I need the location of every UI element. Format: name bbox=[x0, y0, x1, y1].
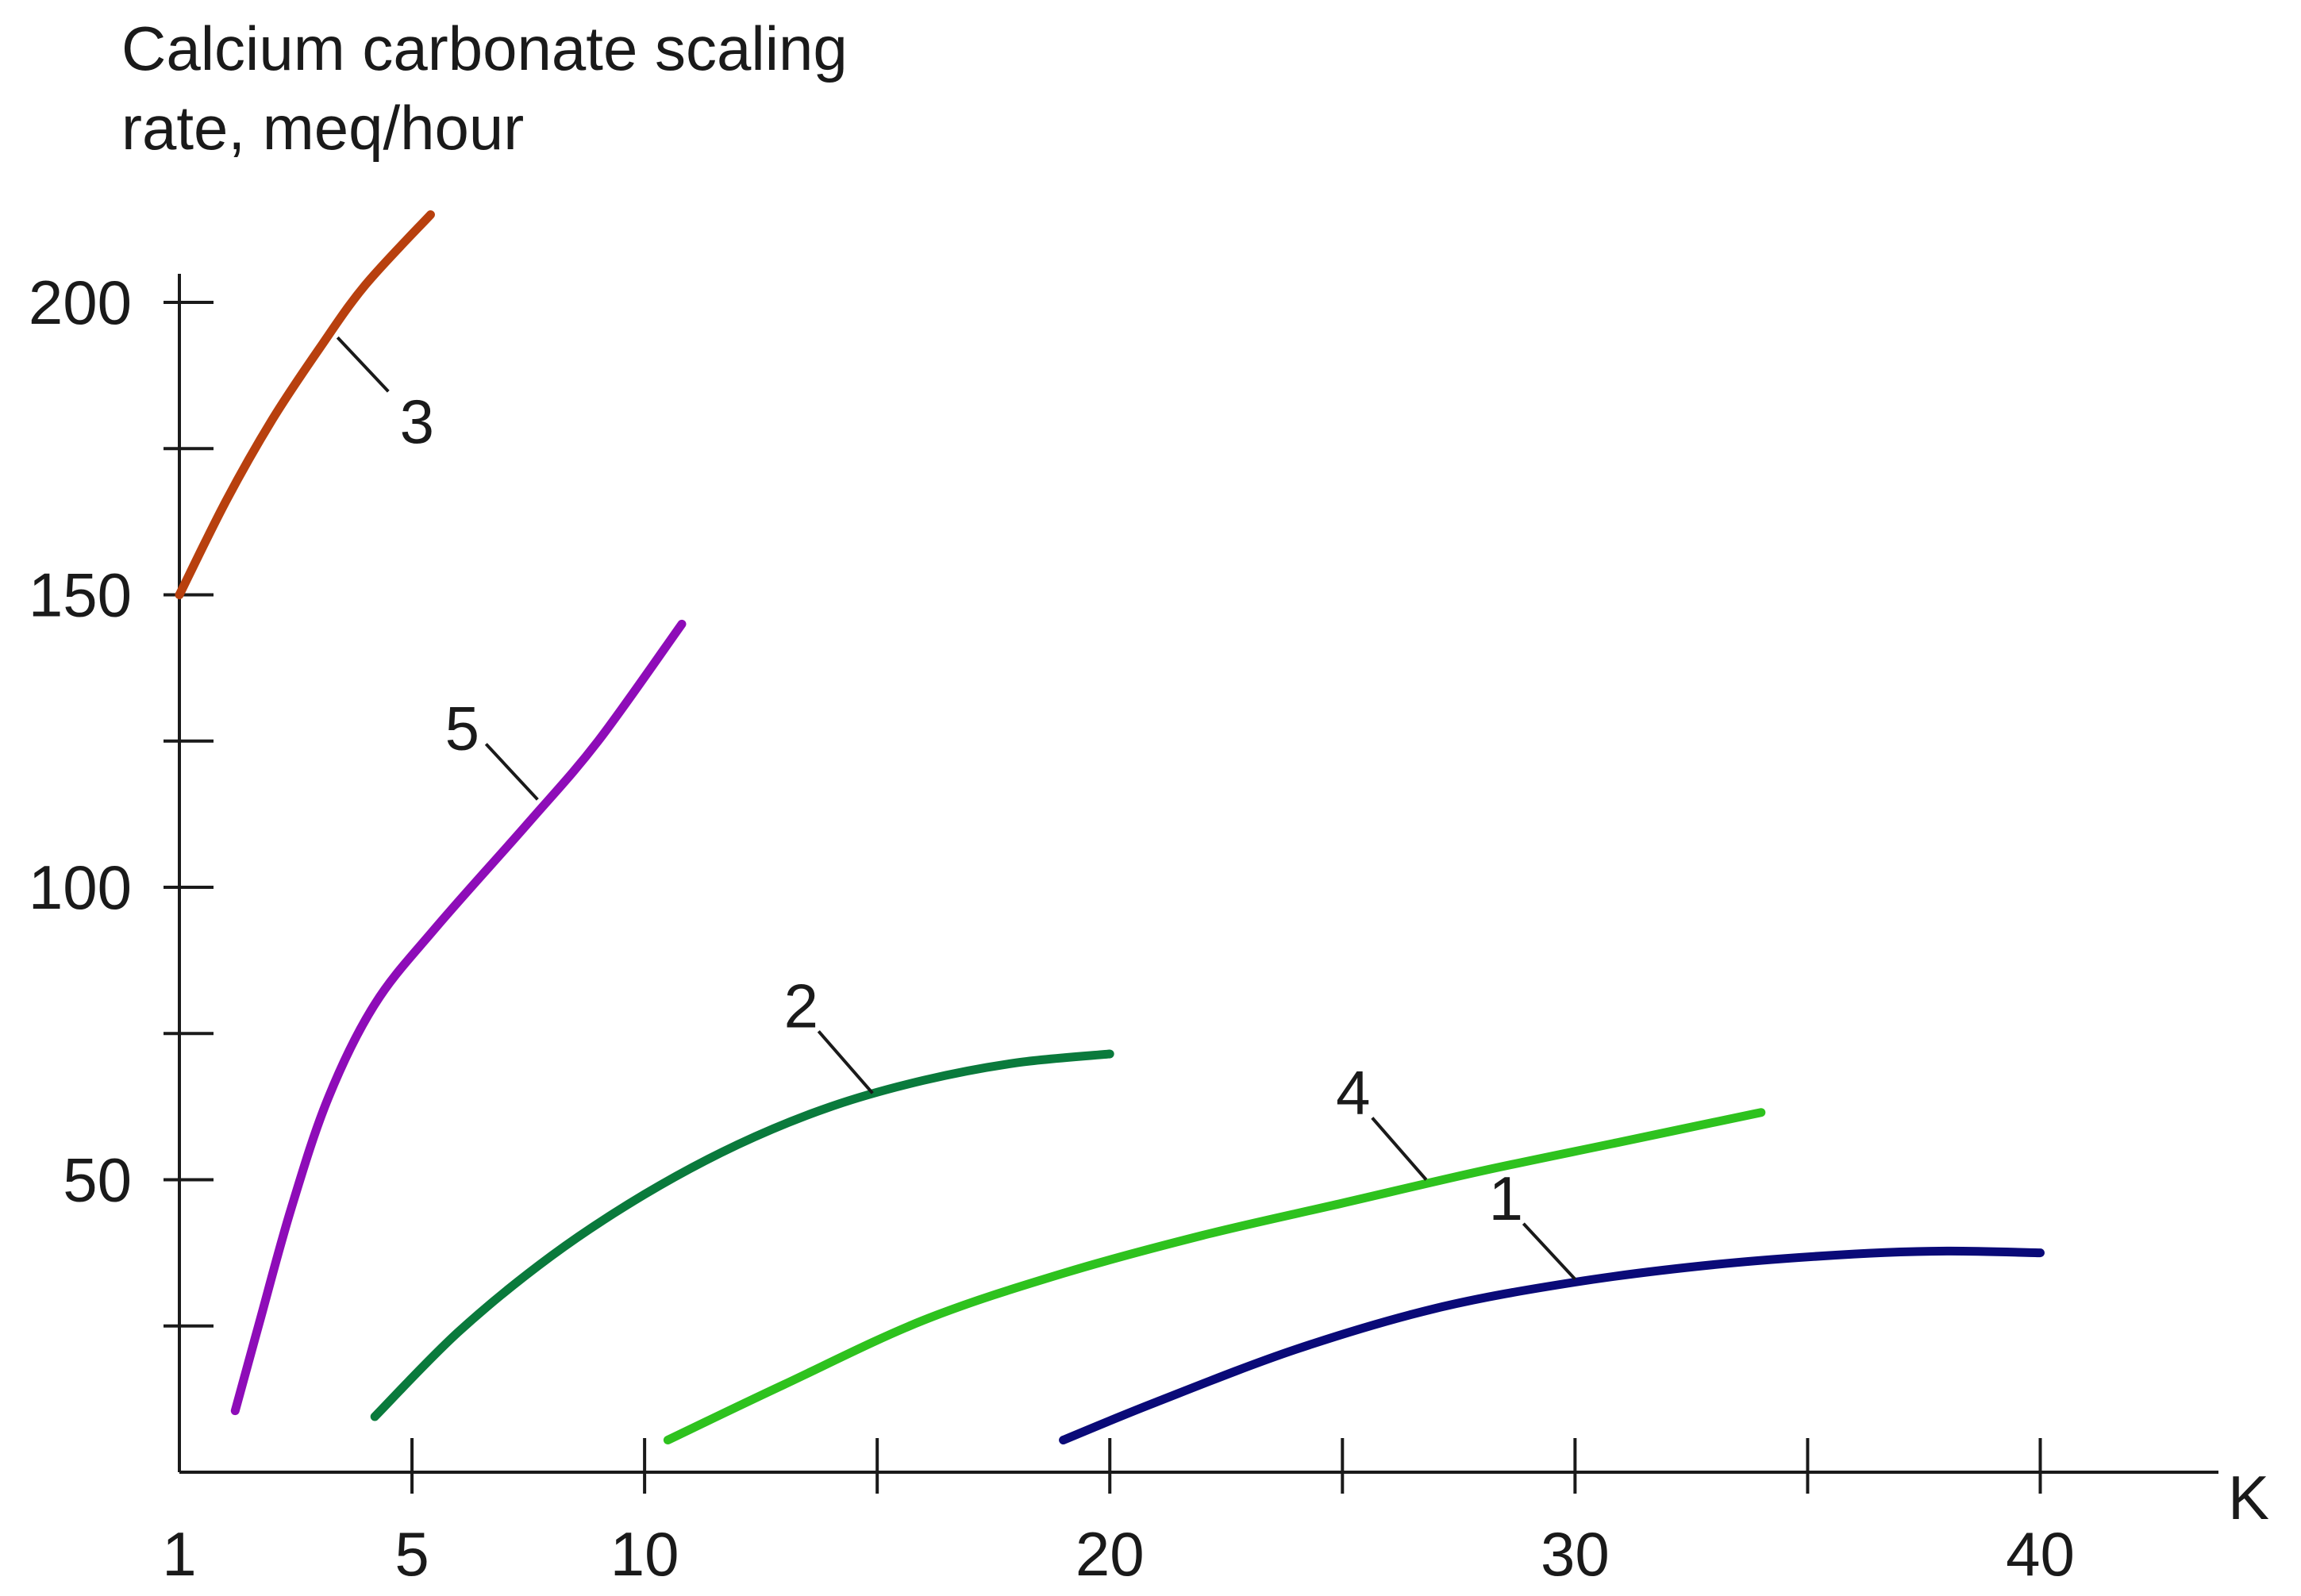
x-tick-label: 20 bbox=[1075, 1519, 1145, 1589]
x-tick-label: 5 bbox=[394, 1519, 429, 1589]
curve-label-2: 2 bbox=[784, 971, 818, 1040]
curve-label-3: 3 bbox=[400, 387, 434, 456]
x-tick-label: 40 bbox=[2006, 1519, 2075, 1589]
x-ticks: 1 5 10 20 30 40 bbox=[162, 1438, 2075, 1589]
leader-line-3 bbox=[336, 336, 390, 393]
curve-label-1: 1 bbox=[1489, 1163, 1523, 1233]
y-ticks: 50 100 150 200 bbox=[29, 267, 214, 1328]
series-group bbox=[175, 210, 2045, 1444]
x-tick-label: 10 bbox=[610, 1519, 679, 1589]
y-tick-label: 50 bbox=[63, 1145, 132, 1215]
y-tick-label: 200 bbox=[29, 267, 132, 337]
y-axis-title-line-1: Calcium carbonate scaling bbox=[121, 13, 848, 83]
x-axis-title: K bbox=[2228, 1463, 2269, 1533]
series-curve-3 bbox=[175, 210, 435, 599]
curve-label-4: 4 bbox=[1336, 1058, 1370, 1128]
leader-line-5 bbox=[484, 743, 539, 801]
x-tick-label: 1 bbox=[162, 1519, 196, 1589]
curve-label-5: 5 bbox=[445, 693, 479, 763]
series-curve-2 bbox=[370, 1049, 1114, 1421]
leader-line-2 bbox=[817, 1030, 874, 1094]
series-curve-4 bbox=[663, 1108, 1766, 1444]
leader-line-1 bbox=[1522, 1222, 1576, 1281]
series-curve-5 bbox=[230, 619, 687, 1416]
curve-labels: 1 2 3 4 5 bbox=[336, 336, 1576, 1281]
leader-line-4 bbox=[1371, 1117, 1428, 1181]
axes bbox=[178, 274, 2218, 1474]
x-tick-label: 30 bbox=[1541, 1519, 1610, 1589]
y-tick-label: 100 bbox=[29, 852, 132, 922]
y-axis-title-line-2: rate, meq/hour bbox=[121, 93, 524, 163]
y-tick-label: 150 bbox=[29, 560, 132, 630]
series-curve-1 bbox=[1059, 1246, 2045, 1444]
